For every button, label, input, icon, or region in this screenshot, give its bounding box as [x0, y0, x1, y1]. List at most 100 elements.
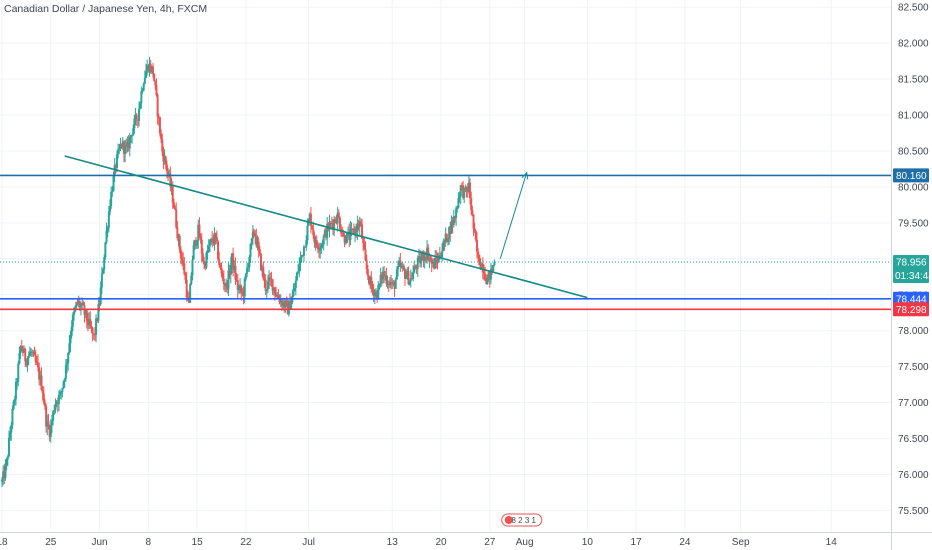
candle-body: [89, 318, 92, 327]
candle-body: [158, 117, 161, 134]
candle: [167, 167, 170, 182]
candle: [265, 289, 268, 300]
candle-body: [37, 362, 40, 368]
candle: [426, 240, 429, 264]
candle-body: [208, 240, 211, 247]
candle-body: [106, 227, 109, 231]
candle: [12, 399, 15, 411]
candle-body: [254, 233, 257, 237]
candle: [336, 206, 339, 232]
candle-body: [157, 116, 160, 118]
candle: [129, 134, 132, 143]
y-tick-label: 75.500: [898, 506, 929, 517]
projection-arrow-line: [499, 172, 528, 259]
candle: [480, 262, 483, 269]
candle-body: [485, 279, 488, 285]
candle-body: [473, 228, 476, 232]
candle: [70, 320, 73, 339]
candle: [299, 251, 302, 271]
candle-body: [452, 216, 455, 225]
candle-body: [421, 253, 424, 259]
chart-title: Canadian Dollar / Japanese Yen, 4h, FXCM: [4, 3, 208, 15]
candle-body: [241, 292, 244, 294]
candle-body: [163, 156, 166, 162]
candle: [239, 278, 242, 295]
candle: [253, 228, 256, 237]
candle-body: [384, 275, 387, 277]
candle: [400, 262, 403, 269]
candle-body: [261, 267, 264, 271]
candle-body: [264, 279, 267, 291]
candle: [77, 295, 80, 308]
candle: [45, 403, 48, 433]
candle: [25, 358, 28, 368]
candle: [298, 257, 301, 278]
candle-body: [249, 243, 252, 257]
candle-body: [365, 260, 368, 270]
candle-body: [250, 238, 253, 244]
candle-body: [67, 352, 70, 364]
candle-body: [97, 304, 100, 321]
candle-body: [326, 223, 329, 238]
candle-body: [442, 241, 445, 251]
candle-body: [126, 142, 129, 147]
candle: [318, 243, 321, 259]
candle: [436, 252, 439, 270]
candle: [204, 261, 207, 271]
candle: [478, 254, 481, 266]
candle: [236, 274, 239, 299]
candle-body: [318, 249, 321, 251]
candle-body: [279, 300, 282, 303]
candle: [325, 226, 328, 241]
candle-body: [392, 282, 395, 284]
candle-body: [287, 300, 290, 315]
candle-body: [95, 318, 98, 335]
candle: [397, 260, 400, 277]
x-tick-label: Sep: [732, 537, 750, 548]
candle: [300, 254, 303, 263]
candle: [119, 137, 122, 152]
candle-body: [102, 269, 105, 274]
candle: [401, 261, 404, 272]
candle-body: [167, 171, 170, 174]
candle-body: [38, 367, 41, 380]
candle-body: [311, 225, 314, 230]
candle-body: [70, 326, 73, 336]
candle-body: [242, 292, 245, 297]
candle: [52, 410, 55, 426]
candle-body: [315, 239, 318, 246]
candle-body: [441, 250, 444, 258]
x-tick-label: 10: [582, 537, 594, 548]
candle-body: [349, 229, 352, 241]
candle: [34, 349, 37, 366]
candle: [16, 377, 19, 390]
candle-body: [93, 334, 96, 336]
candle-body: [34, 355, 37, 362]
candle-body: [84, 310, 87, 315]
candle: [403, 267, 406, 286]
candle: [271, 279, 274, 295]
candle-body: [286, 301, 289, 315]
y-tick-label: 81.000: [898, 111, 929, 122]
candle: [206, 244, 209, 260]
candle-body: [146, 65, 149, 72]
candle: [249, 243, 252, 263]
candle-body: [189, 284, 192, 303]
price-tag-78298-text: 78.298: [896, 305, 927, 316]
candle: [69, 330, 72, 352]
candle: [53, 404, 56, 416]
candle-body: [177, 235, 180, 239]
candle-body: [239, 285, 242, 288]
candle-body: [370, 276, 373, 288]
candle-body: [387, 283, 390, 286]
candle-body: [96, 318, 99, 321]
candle-body: [203, 260, 206, 265]
candle: [319, 242, 322, 259]
candle: [5, 457, 8, 471]
candle: [7, 430, 10, 458]
candle-body: [430, 259, 433, 264]
candle: [235, 273, 238, 282]
candle: [109, 199, 112, 216]
candle-body: [56, 402, 59, 404]
